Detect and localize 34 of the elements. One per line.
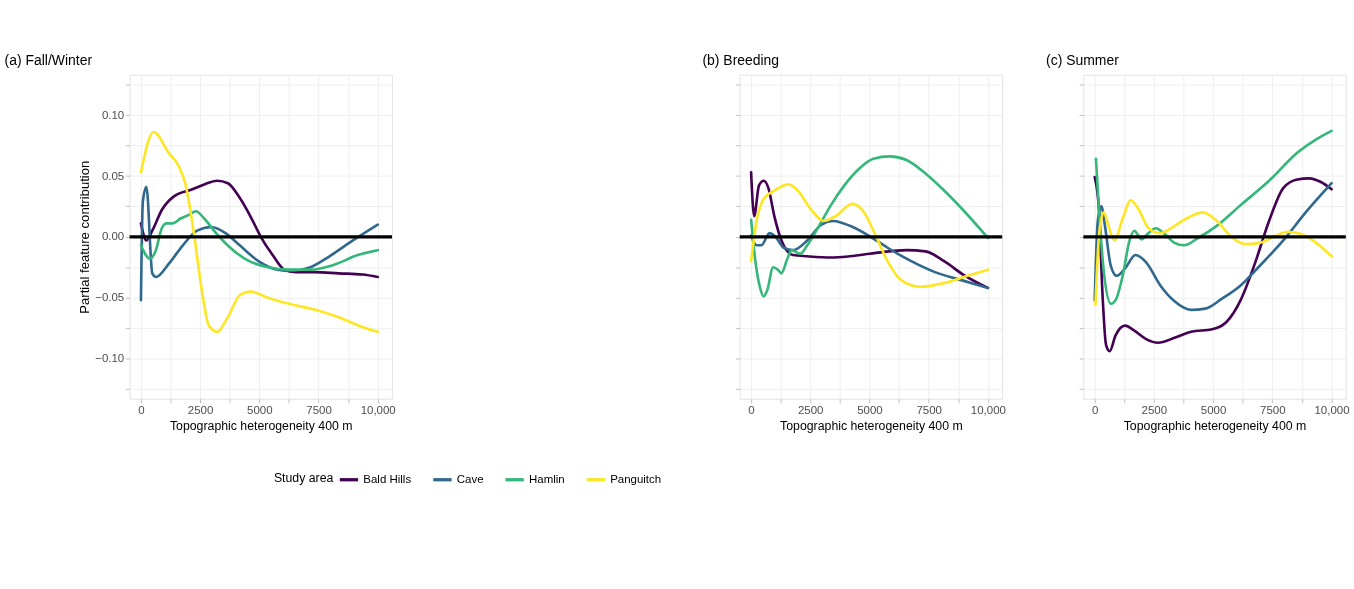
legend-label: Panguitch [610,473,662,486]
x-tick-label: 0 [1091,403,1099,416]
y-tick-label: 0.05 [101,169,125,182]
x-tick-label: 5000 [857,403,883,416]
x-tick-label: 10,000 [360,403,396,416]
y-tick-label: 0.00 [101,230,125,243]
x-tick-label: 10,000 [970,403,1006,416]
chart-title: (b) Breeding [702,51,780,68]
y-tick-label: −0.10 [95,352,125,365]
chart-title: (c) Summer [1046,51,1120,68]
x-axis-title: Topographic heterogeneity 400 m [780,418,963,433]
legend-title: Study area [273,470,334,485]
x-tick-label: 0 [138,403,145,416]
x-tick-label: 5000 [1200,403,1227,416]
x-tick-label: 10,000 [1314,403,1350,416]
x-axis-title: Topographic heterogeneity 400 m [1123,418,1307,433]
x-tick-label: 0 [748,403,755,416]
y-axis-title: Partial feature contribution [77,160,93,314]
y-tick-label: −0.05 [95,291,125,304]
x-tick-label: 7500 [306,403,332,416]
chart-title: (a) Fall/Winter [4,51,93,68]
x-tick-label: 2500 [797,403,824,416]
x-tick-label: 5000 [247,403,273,416]
x-axis-title: Topographic heterogeneity 400 m [169,418,353,433]
legend-label: Hamlin [528,473,565,486]
x-tick-label: 7500 [1260,403,1286,416]
x-tick-label: 2500 [1141,403,1168,416]
x-tick-label: 7500 [916,403,942,416]
legend-label: Cave [456,473,484,486]
y-tick-label: 0.10 [101,108,125,121]
legend-label: Bald Hills [363,473,412,486]
x-tick-label: 2500 [187,403,214,416]
line-series [139,130,380,334]
line-series [139,209,380,271]
